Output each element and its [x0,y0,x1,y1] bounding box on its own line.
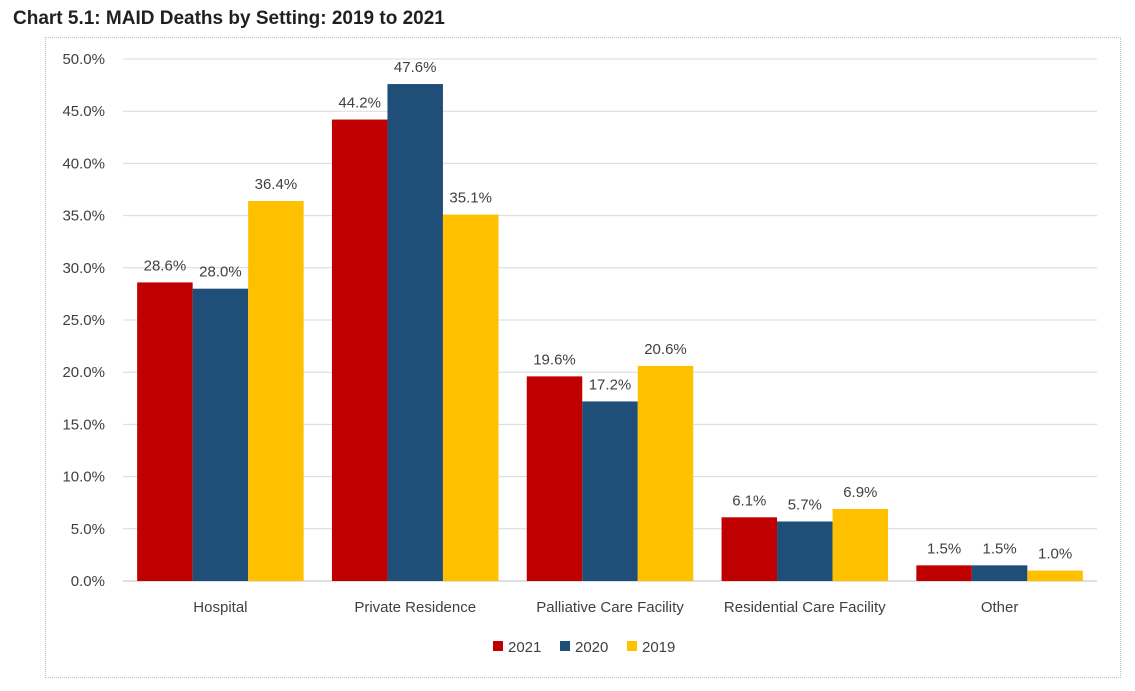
data-label: 19.6% [533,351,576,368]
legend-swatch-2019 [627,641,637,651]
bar-2019-residential-care-facility [832,508,889,581]
y-tick-label: 15.0% [62,416,105,433]
bar-2020-hospital [192,288,249,581]
chart-title: Chart 5.1: MAID Deaths by Setting: 2019 … [13,8,445,29]
bar-2020-private-residence [387,84,443,581]
data-label: 6.9% [843,484,877,501]
data-label: 28.0% [199,264,242,281]
y-tick-label: 10.0% [62,469,105,486]
x-category-label: Palliative Care Facility [536,599,684,616]
data-label: 44.2% [338,95,381,112]
y-tick-label: 0.0% [71,573,105,590]
data-label: 6.1% [732,492,766,509]
bar-2019-palliative-care-facility [637,365,694,581]
y-axis-ticks: 0.0% 5.0% 10.0% 15.0% 20.0% 25.0% 30.0% 35.0% 40… [62,51,105,590]
legend-label-2019: 2019 [642,639,675,656]
x-category-label: Hospital [193,599,247,616]
data-label: 47.6% [394,59,437,76]
y-tick-label: 45.0% [62,103,105,120]
data-label: 1.5% [982,540,1016,557]
y-tick-label: 5.0% [71,521,105,538]
legend-swatch-2021 [493,641,503,651]
y-tick-label: 40.0% [62,155,105,172]
legend: 2021 2020 2019 [493,639,675,656]
data-label: 35.1% [449,190,492,207]
data-label: 20.6% [644,341,687,358]
y-tick-label: 50.0% [62,51,105,68]
x-category-label: Residential Care Facility [724,599,886,616]
x-category-label: Other [981,599,1019,616]
bar-2020-residential-care-facility [777,521,833,581]
y-tick-label: 25.0% [62,312,105,329]
bar-2021-palliative-care-facility [526,376,583,581]
bars [137,84,1083,581]
data-labels: 28.6% 28.0% 36.4% 44.2% 47.6% 35.1% 19.6% 17.2%… [144,59,1073,563]
data-label: 28.6% [144,257,187,274]
x-category-label: Private Residence [354,599,476,616]
bar-2021-residential-care-facility [721,517,778,581]
bar-2021-private-residence [331,119,388,581]
data-label: 1.5% [927,540,961,557]
data-label: 17.2% [589,376,632,393]
bar-2019-other [1027,570,1083,581]
x-axis-categories: Hospital Private Residence Palliative Care… [193,599,1018,616]
bar-2021-hospital [137,282,193,581]
data-label: 5.7% [788,496,822,513]
chart-frame [45,37,1121,678]
y-tick-label: 30.0% [62,260,105,277]
bar-2020-other [971,565,1028,581]
y-tick-label: 20.0% [62,364,105,381]
bar-2021-other [916,565,972,581]
bar-2020-palliative-care-facility [582,401,638,581]
data-label: 36.4% [255,176,298,193]
legend-swatch-2020 [560,641,570,651]
legend-label-2020: 2020 [575,639,608,656]
bar-2019-private-residence [442,214,499,581]
legend-label-2021: 2021 [508,639,541,656]
data-label: 1.0% [1038,546,1072,563]
bar-2019-hospital [248,200,304,581]
y-tick-label: 35.0% [62,208,105,225]
